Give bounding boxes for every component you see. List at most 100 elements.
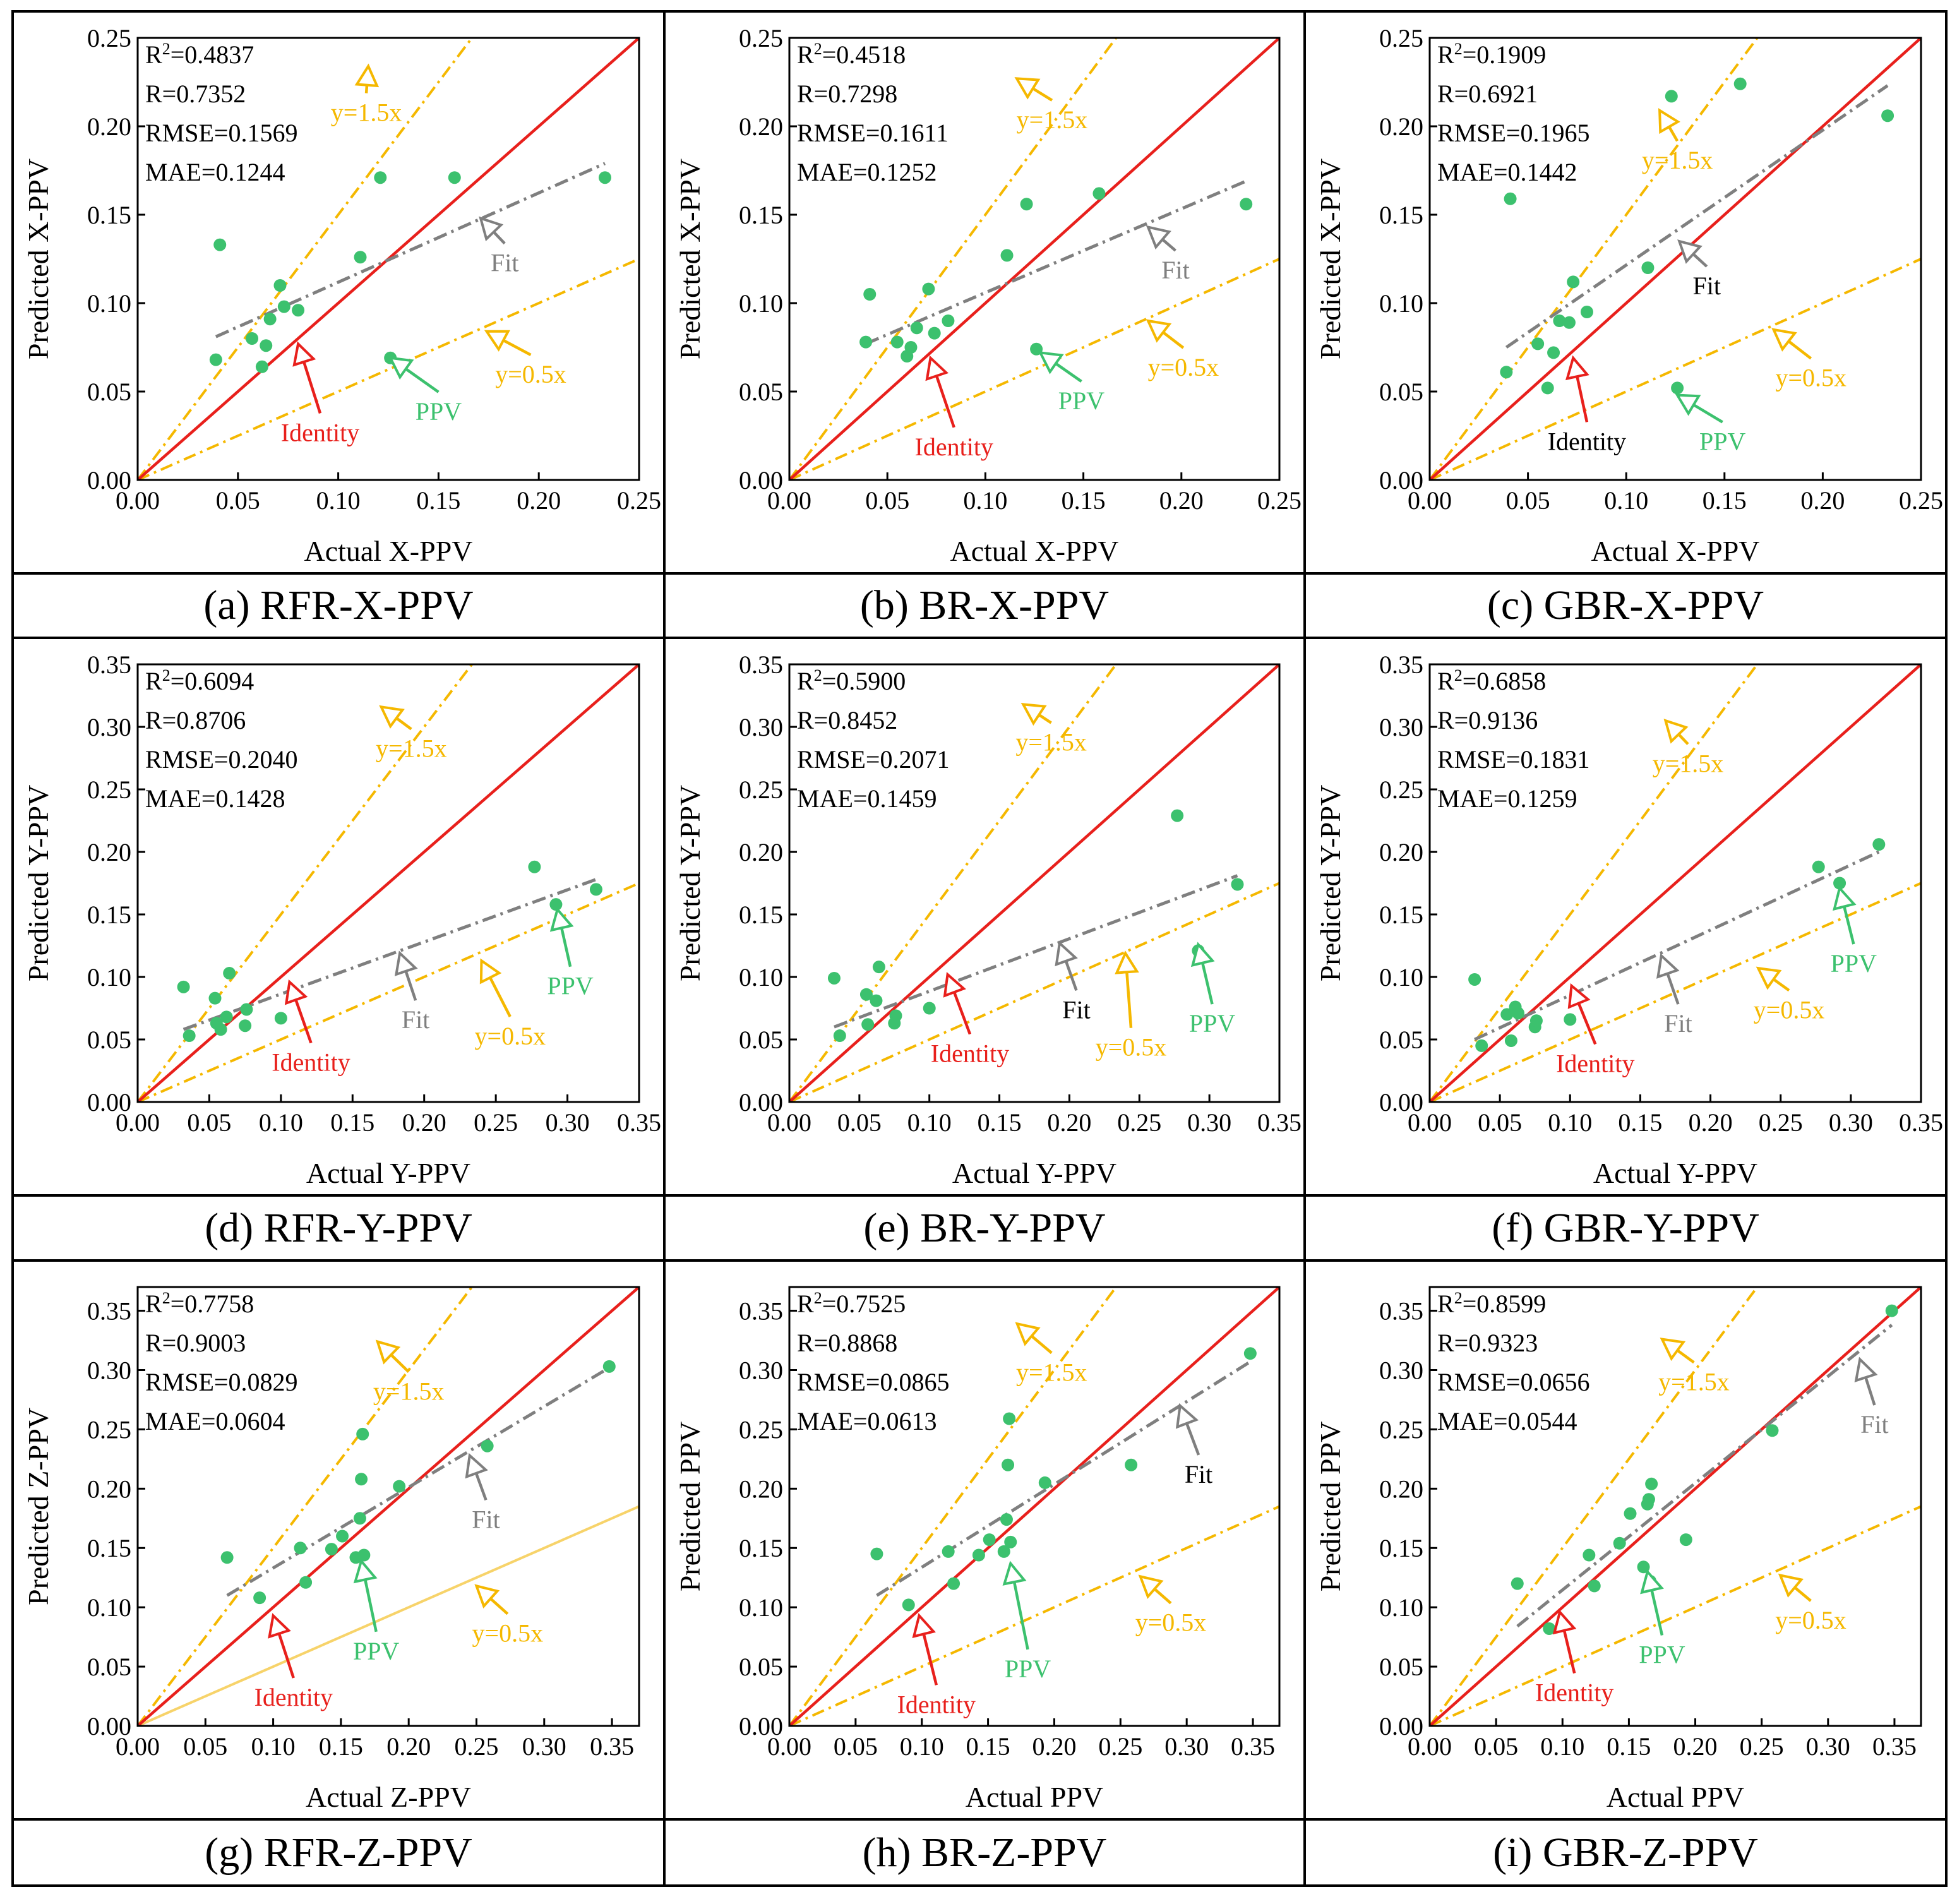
data-point [273,279,287,292]
annotation-arrow-shaft [1666,973,1680,1005]
data-point [1580,306,1593,318]
upper-bound-line [138,1287,474,1726]
annotation-label-lower: y=0.5x [1148,353,1219,381]
annotation-arrow-shaft [364,1579,378,1632]
plot-area [138,1287,639,1726]
annotation-arrow-head [1771,328,1797,352]
annotation-arrow-head [1677,239,1703,264]
y-tick-label: 0.00 [87,466,131,494]
x-axis-label: Actual Y-PPV [952,1157,1116,1189]
fit-line [215,162,606,338]
stat-mae: MAE=0.1252 [797,158,937,186]
annotation-label-lower: y=0.5x [1135,1608,1207,1637]
annotation-label-fit: Fit [1693,272,1721,300]
annotation-arrow-shaft [935,375,955,428]
data-point [859,988,873,1001]
annotation-arrow-head [474,1584,500,1609]
x-axis-label: Actual Z-PPV [306,1781,471,1813]
stat-mae: MAE=0.1244 [145,158,285,186]
annotation-identity: Identity [281,341,359,446]
annotation-lower: y=0.5x [484,330,566,388]
annotation-arrow-shaft [1125,972,1133,1028]
data-point [208,991,222,1005]
annotation-arrow-head [1175,1403,1199,1429]
data-point [393,1480,406,1493]
x-tick-label: 0.20 [1159,486,1204,515]
annotation-arrow-head [1663,719,1689,744]
x-tick-label: 0.35 [1231,1732,1275,1761]
x-tick-label: 0.15 [1607,1732,1651,1761]
y-tick-label: 0.15 [87,1534,131,1562]
annotation-arrow-shaft [1577,1002,1597,1045]
stat-r: R=0.7298 [797,80,897,108]
x-tick-label: 0.10 [1548,1108,1592,1137]
annotation-label-ppv: PPV [1005,1655,1051,1683]
y-tick-label: 0.35 [1379,650,1423,679]
annotation-arrow-head [1146,225,1171,250]
y-tick-label: 0.00 [87,1088,131,1117]
data-point [246,332,259,345]
stat-r: R=0.9323 [1437,1329,1538,1357]
y-tick-label: 0.15 [87,201,131,229]
annotation-arrow-shaft [489,1597,509,1615]
data-point [1766,1424,1779,1437]
x-tick-label: 0.10 [259,1108,303,1137]
data-point [239,1019,252,1033]
chart-a: 0.00 0.05 0.10 0.15 0.20 0.25 0.00 0.05 0.10 0.15… [22,24,661,567]
outer-border [11,10,1948,1887]
stat-mae: MAE=0.0544 [1437,1407,1577,1435]
annotation-label-upper: y=1.5x [1653,749,1724,777]
x-tick-label: 0.25 [474,1108,518,1137]
annotation-label-lower: y=0.5x [1754,995,1825,1024]
stat-r: R=0.9136 [1437,706,1538,734]
annotation-upper: y=1.5x [1658,1338,1730,1396]
y-tick-label: 0.30 [1379,713,1423,741]
data-point [356,1427,369,1440]
upper-bound-line [1430,664,1759,1102]
data-point [1468,973,1481,986]
axes-box [1428,37,1922,481]
y-tick-label: 0.05 [87,1026,131,1054]
x-axis-label: Actual Y-PPV [1593,1157,1757,1189]
x-tick-label: 0.15 [319,1732,363,1761]
x-tick-label: 0.20 [517,486,561,515]
annotation-arrow-shaft [952,991,972,1035]
data-point [827,971,841,985]
y-tick-label: 0.15 [1379,901,1423,929]
y-tick-label: 0.10 [1379,289,1423,318]
y-tick-label: 0.00 [1379,1712,1423,1740]
annotation-arrow-shaft [1793,1586,1812,1602]
annotation-arrow-head [1552,1609,1577,1635]
fit-line [834,874,1238,1029]
annotation-ppv: PPV [547,906,594,1000]
lower-bound-line [138,258,639,480]
x-tick-label: 0.35 [1872,1732,1917,1761]
y-tick-label: 0.05 [87,1653,131,1681]
data-point [1872,838,1886,851]
data-point [223,967,236,980]
y-tick-label: 0.15 [739,201,783,229]
annotation-label-ppv: PPV [1831,949,1877,978]
annotation-arrow-head [354,63,380,88]
y-tick-label: 0.10 [87,963,131,991]
annotation-arrow-head [549,906,574,932]
y-tick-label: 0.35 [87,1297,131,1326]
annotation-arrow-head [912,1613,936,1639]
annotation-arrow-shaft [560,927,572,967]
annotation-arrow-head [388,356,414,380]
y-tick-label: 0.10 [739,963,783,991]
plot-area [1430,664,1921,1102]
x-tick-label: 0.30 [1164,1732,1209,1761]
data-point [177,980,190,993]
lower-bound-line [138,1505,639,1726]
caption-c: (c) GBR-X-PPV [1487,582,1764,628]
y-tick-label: 0.05 [739,1653,783,1681]
fit-line [226,1366,611,1597]
data-point [1512,1007,1525,1020]
annotation-arrow-shaft [1773,978,1790,992]
annotation-arrow-shaft [1692,404,1723,424]
annotation-arrow-shaft [1864,1377,1876,1406]
x-tick-label: 0.00 [767,1732,811,1761]
x-tick-label: 0.30 [1829,1108,1873,1137]
data-point [1567,275,1580,289]
